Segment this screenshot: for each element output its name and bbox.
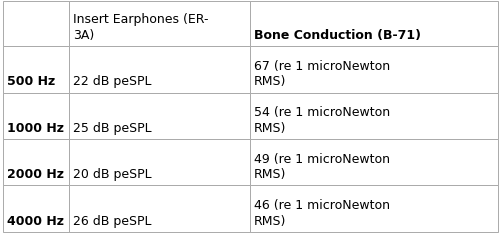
Bar [250,46,498,93]
Bar [2,93,70,139]
Bar [250,185,498,232]
Bar [250,1,498,46]
Text: 46 (re 1 microNewton
RMS): 46 (re 1 microNewton RMS) [254,199,390,228]
Bar [2,46,70,93]
Text: 20 dB peSPL: 20 dB peSPL [74,168,152,181]
Bar [250,93,498,139]
Text: 22 dB peSPL: 22 dB peSPL [74,75,152,88]
Bar [2,139,70,185]
Text: 67 (re 1 microNewton
RMS): 67 (re 1 microNewton RMS) [254,60,390,88]
Bar [2,185,70,232]
Bar [70,93,250,139]
Bar [70,1,250,46]
Text: 500 Hz: 500 Hz [6,75,55,88]
Bar [70,139,250,185]
Text: Insert Earphones (ER-
3A): Insert Earphones (ER- 3A) [74,14,209,42]
Text: 1000 Hz: 1000 Hz [6,122,64,135]
Text: 26 dB peSPL: 26 dB peSPL [74,215,152,228]
Bar [250,139,498,185]
Text: 2000 Hz: 2000 Hz [6,168,64,181]
Bar [2,1,70,46]
Bar [70,185,250,232]
Text: 4000 Hz: 4000 Hz [6,215,64,228]
Bar [70,46,250,93]
Text: 49 (re 1 microNewton
RMS): 49 (re 1 microNewton RMS) [254,153,390,181]
Text: 54 (re 1 microNewton
RMS): 54 (re 1 microNewton RMS) [254,106,390,135]
Text: 25 dB peSPL: 25 dB peSPL [74,122,152,135]
Text: Bone Conduction (B-71): Bone Conduction (B-71) [254,29,421,42]
